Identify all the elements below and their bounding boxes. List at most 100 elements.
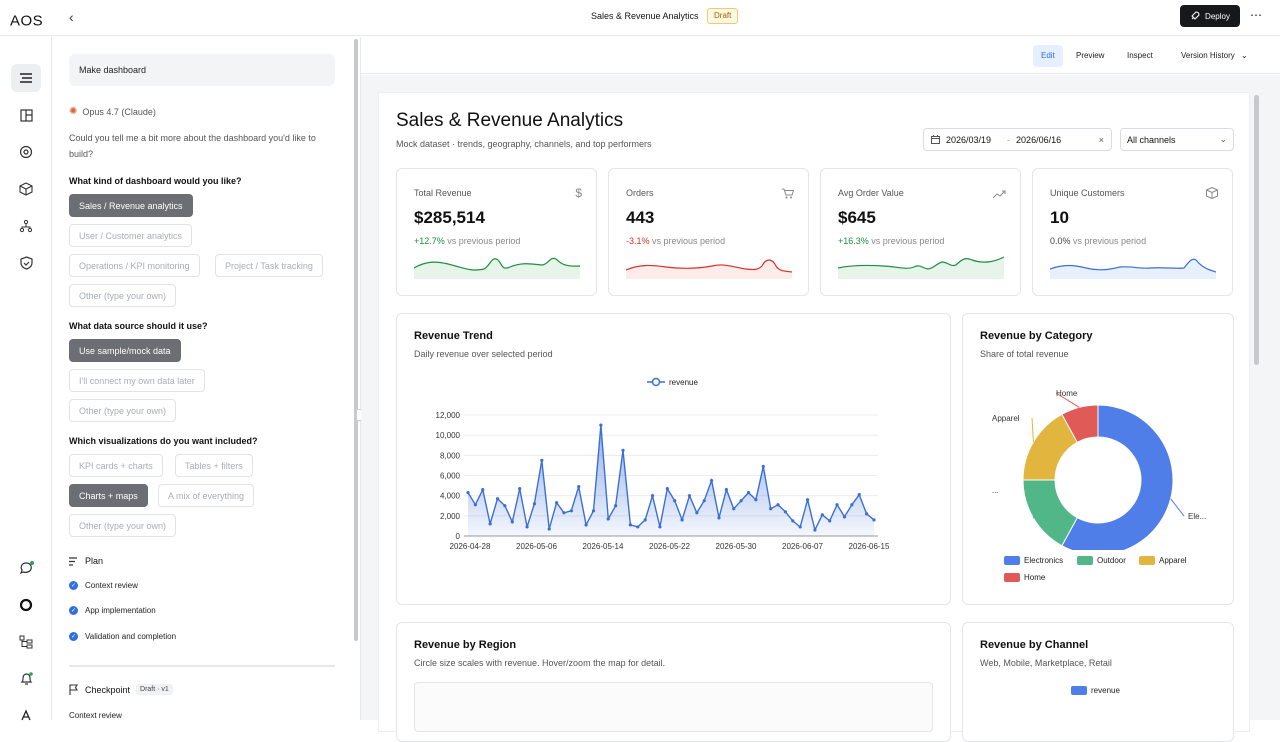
legend-electronics[interactable]: Electronics [1004, 556, 1063, 565]
bell-icon[interactable] [11, 665, 41, 693]
card-title: Revenue by Category [980, 330, 1093, 342]
legend-label: revenue [669, 377, 698, 387]
callout-line [1031, 489, 1034, 519]
data-point [577, 484, 581, 489]
data-point [673, 499, 677, 503]
kpi-delta: -3.1% [626, 236, 650, 246]
legend-revenue[interactable]: revenue [647, 377, 698, 387]
option-mock-data[interactable]: Use sample/mock data [69, 339, 181, 362]
question-data-source: What data source should it use? [69, 321, 208, 331]
data-point [842, 515, 847, 519]
org-chart-icon[interactable] [11, 628, 41, 656]
data-point [761, 464, 765, 469]
tab-version-history[interactable]: Version History ⌄ [1173, 45, 1256, 67]
page-scrollbar[interactable] [1254, 95, 1259, 365]
x-tick-label: 2026-05-06 [516, 542, 557, 551]
calendar-icon [931, 135, 940, 144]
panel-divider [360, 37, 361, 720]
kpi-delta: 0.0% [1050, 236, 1071, 246]
cube-icon[interactable] [11, 175, 41, 203]
data-point [643, 518, 647, 522]
more-options-icon[interactable]: ⋯ [1250, 8, 1262, 22]
data-point [532, 502, 537, 506]
region-map[interactable] [414, 682, 933, 732]
y-tick-label: 4,000 [440, 492, 461, 501]
revenue-by-category-chart[interactable]: Home Apparel... Ele... [980, 380, 1220, 550]
option-other-viz[interactable]: Other (type your own) [69, 514, 177, 537]
x-tick-label: 2026-06-15 [849, 542, 890, 551]
option-operations-kpi[interactable]: Operations / KPI monitoring [69, 254, 200, 277]
data-point [710, 478, 714, 483]
legend-revenue[interactable]: revenue [1071, 686, 1120, 695]
kpi-value: 443 [626, 208, 655, 227]
box-icon [1206, 186, 1218, 204]
option-own-data[interactable]: I'll connect my own data later [69, 369, 205, 392]
kpi-delta: +12.7% [414, 236, 445, 246]
circle-icon[interactable] [11, 591, 41, 619]
option-charts-maps[interactable]: Charts + maps [69, 484, 148, 507]
tab-edit[interactable]: Edit [1033, 45, 1063, 67]
option-sales-revenue[interactable]: Sales / Revenue analytics [69, 194, 193, 217]
data-point [717, 516, 721, 520]
kpi-label: Unique Customers [1050, 188, 1125, 198]
sparkline [1050, 258, 1216, 279]
legend-outdoor[interactable]: Outdoor [1077, 556, 1126, 565]
data-point [813, 528, 817, 532]
plan-heading: Plan [69, 556, 103, 566]
sparkle-icon: ✺ [69, 106, 78, 117]
trending-up-icon [992, 186, 1006, 204]
data-point [540, 458, 544, 462]
channel-select[interactable]: All channels ⌄ [1120, 128, 1234, 151]
option-project-task[interactable]: Project / Task tracking [215, 254, 323, 277]
data-point [606, 517, 610, 521]
model-label: ✺ Opus 4.7 (Claude) [69, 106, 156, 117]
option-mix[interactable]: A mix of everything [158, 484, 255, 507]
option-kpi-cards[interactable]: KPI cards + charts [69, 454, 163, 477]
chat-scrollbar[interactable] [354, 39, 358, 641]
chat-panel-icon[interactable] [11, 64, 41, 92]
pie-slice [1061, 404, 1174, 550]
data-point [562, 511, 566, 515]
option-user-customer[interactable]: User / Customer analytics [69, 224, 193, 247]
rocket-icon [1191, 11, 1200, 20]
x-tick-label: 2026-05-30 [716, 542, 757, 551]
data-point [687, 494, 692, 498]
tab-inspect[interactable]: Inspect [1127, 51, 1153, 60]
tab-preview[interactable]: Preview [1076, 51, 1105, 60]
option-other-type[interactable]: Other (type your own) [69, 284, 177, 307]
legend-home[interactable]: Home [1004, 573, 1045, 582]
y-tick-label: 2,000 [440, 512, 461, 521]
data-point [850, 503, 854, 507]
target-icon[interactable] [11, 138, 41, 166]
back-icon[interactable]: ‹ [69, 9, 74, 25]
deploy-button[interactable]: Deploy [1180, 5, 1240, 27]
text-a-icon[interactable] [11, 701, 41, 729]
data-point [791, 519, 795, 523]
data-point [798, 525, 802, 529]
data-point [628, 523, 632, 527]
data-point [658, 525, 662, 529]
dollar-icon: $ [575, 186, 582, 200]
callout-line [1170, 498, 1185, 517]
sparkline [626, 259, 792, 279]
date-range-picker[interactable]: 2026/03/19 - 2026/06/16 × [923, 128, 1112, 151]
date-separator: - [1007, 134, 1011, 145]
revenue-trend-chart[interactable]: 0 2,000 4,000 6,000 8,000 10,000 12,000 2026-04… [412, 400, 896, 560]
data-point [724, 488, 728, 492]
messages-icon[interactable] [11, 554, 41, 582]
data-point [518, 487, 522, 491]
date-from[interactable]: 2026/03/19 [946, 134, 992, 145]
layout-icon[interactable] [11, 101, 41, 129]
shield-icon[interactable] [11, 249, 41, 277]
legend-label: Electronics [1024, 556, 1064, 565]
option-tables-filters[interactable]: Tables + filters [175, 454, 253, 477]
data-point [783, 510, 788, 514]
assistant-message: Could you tell me a bit more about the d… [69, 133, 316, 159]
legend-apparel[interactable]: Apparel [1139, 556, 1187, 565]
option-other-source[interactable]: Other (type your own) [69, 399, 177, 422]
clear-icon[interactable]: × [1098, 134, 1104, 145]
hierarchy-icon[interactable] [11, 212, 41, 240]
data-point [769, 507, 773, 511]
date-to[interactable]: 2026/06/16 [1016, 134, 1062, 145]
app-logo: AOS [10, 12, 44, 30]
